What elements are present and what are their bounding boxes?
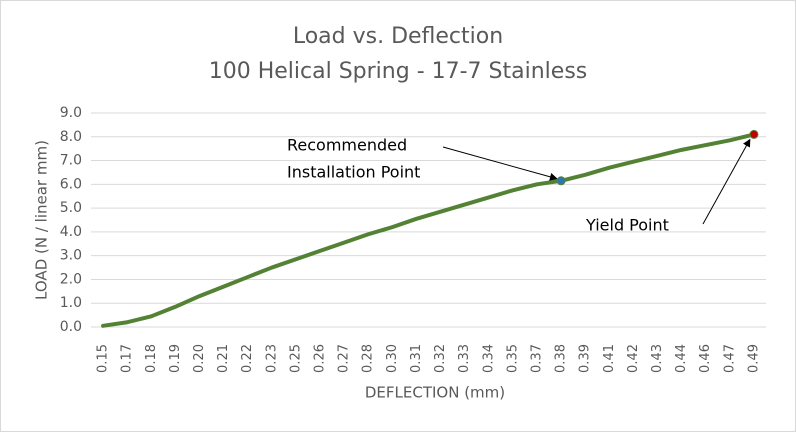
annotation-text: Recommended [287, 136, 407, 155]
series-line [101, 132, 756, 328]
x-tick-label: 0.46 [698, 344, 713, 373]
x-tick-label: 0.34 [481, 344, 496, 373]
x-tick-label: 0.43 [650, 344, 665, 373]
y-tick-label: 8.0 [60, 129, 82, 145]
y-tick-label: 0.0 [60, 319, 82, 335]
annotation-marker [556, 176, 566, 186]
annotation-marker [749, 129, 759, 139]
y-tick-label: 7.0 [60, 153, 82, 169]
y-tick-label: 3.0 [60, 248, 82, 264]
x-tick-label: 0.28 [361, 344, 376, 373]
y-tick-label: 5.0 [60, 200, 82, 216]
y-tick-label: 1.0 [60, 295, 82, 311]
x-tick-label: 0.35 [505, 344, 520, 373]
y-tick-label: 6.0 [60, 176, 82, 192]
annotation-text: Installation Point [287, 163, 420, 182]
x-tick-label: 0.37 [529, 344, 544, 373]
x-tick-label: 0.30 [385, 344, 400, 373]
x-tick-label: 0.49 [746, 344, 761, 373]
x-tick-label: 0.20 [192, 344, 207, 373]
y-axis-title: LOAD (N / linear mm) [33, 140, 51, 300]
x-tick-label: 0.23 [264, 344, 279, 373]
x-tick-label: 0.31 [409, 344, 424, 373]
x-tick-label: 0.22 [240, 344, 255, 373]
x-tick-label: 0.25 [288, 344, 303, 373]
x-tick-label: 0.26 [313, 344, 328, 373]
x-tick-label: 0.17 [120, 344, 135, 373]
x-tick-label: 0.44 [674, 344, 689, 373]
y-tick-label: 4.0 [60, 224, 82, 240]
y-tick-label: 2.0 [60, 271, 82, 287]
x-tick-label: 0.38 [554, 344, 569, 373]
x-axis-title: DEFLECTION (mm) [365, 384, 505, 402]
x-tick-label: 0.15 [96, 344, 111, 373]
y-tick-label: 9.0 [60, 105, 82, 121]
x-tick-label: 0.21 [216, 344, 231, 373]
annotation-text: Yield Point [585, 216, 669, 235]
x-tick-label: 0.42 [626, 344, 641, 373]
x-tick-label: 0.27 [337, 344, 352, 373]
x-tick-label: 0.47 [722, 344, 737, 373]
chart-subtitle: 100 Helical Spring - 17-7 Stainless [209, 59, 588, 84]
chart-title: Load vs. Deflection [293, 24, 503, 49]
x-tick-label: 0.41 [602, 344, 617, 373]
x-tick-label: 0.18 [144, 344, 159, 373]
x-tick-label: 0.39 [578, 344, 593, 373]
annotation-arrow [702, 138, 751, 225]
annotation-arrow [442, 146, 558, 181]
x-tick-label: 0.32 [433, 344, 448, 373]
x-tick-label: 0.19 [168, 344, 183, 373]
x-tick-label: 0.33 [457, 344, 472, 373]
